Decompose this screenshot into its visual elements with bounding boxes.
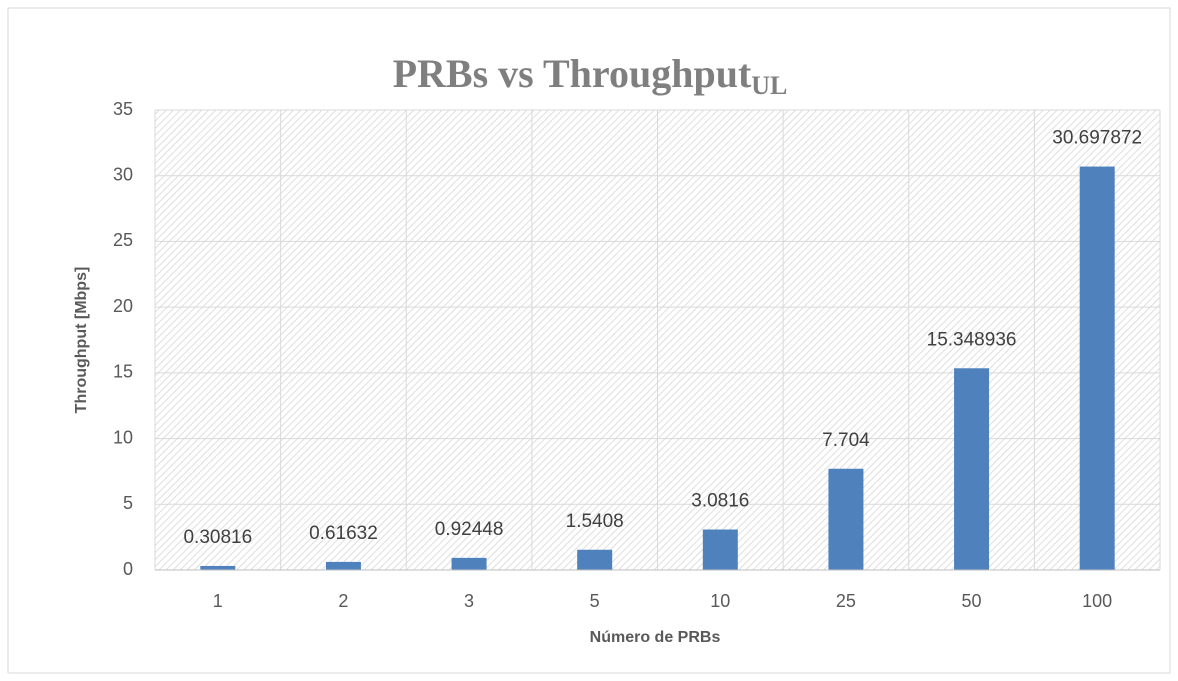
bar [325, 561, 361, 570]
x-tick-label: 100 [1082, 591, 1112, 611]
data-label: 30.697872 [1052, 128, 1142, 149]
y-tick-label: 35 [113, 99, 133, 119]
data-label: 15.348936 [927, 329, 1017, 350]
data-label: 7.704 [822, 430, 870, 451]
y-tick-label: 20 [113, 296, 133, 316]
bar [577, 549, 613, 570]
y-tick-label: 15 [113, 362, 133, 382]
x-tick-label: 25 [836, 591, 856, 611]
bar [200, 565, 236, 570]
bar [954, 368, 990, 570]
y-tick-label: 30 [113, 164, 133, 184]
x-tick-label: 5 [590, 591, 600, 611]
data-label: 3.0816 [691, 491, 749, 512]
y-tick-label: 5 [123, 493, 133, 513]
bar [702, 529, 738, 570]
bar [1079, 166, 1115, 571]
y-axis-title: Throughput [Mbps] [73, 267, 90, 414]
title-subscript: UL [751, 71, 787, 100]
x-tick-label: 10 [710, 591, 730, 611]
data-label: 0.61632 [309, 523, 378, 544]
data-label: 1.5408 [566, 511, 624, 532]
x-tick-label: 3 [464, 591, 474, 611]
y-tick-label: 0 [123, 559, 133, 579]
x-tick-label: 2 [338, 591, 348, 611]
x-tick-label: 50 [962, 591, 982, 611]
y-tick-label: 10 [113, 427, 133, 447]
data-label: 0.30816 [183, 527, 252, 548]
bar [451, 557, 487, 570]
y-tick-label: 25 [113, 230, 133, 250]
x-axis-title: Número de PRBs [590, 629, 721, 646]
data-label: 0.92448 [435, 519, 504, 540]
title-main: PRBs vs Throughput [393, 51, 752, 96]
chart-title: PRBs vs ThroughputUL [393, 51, 788, 100]
bar [828, 468, 864, 570]
x-tick-label: 1 [213, 591, 223, 611]
